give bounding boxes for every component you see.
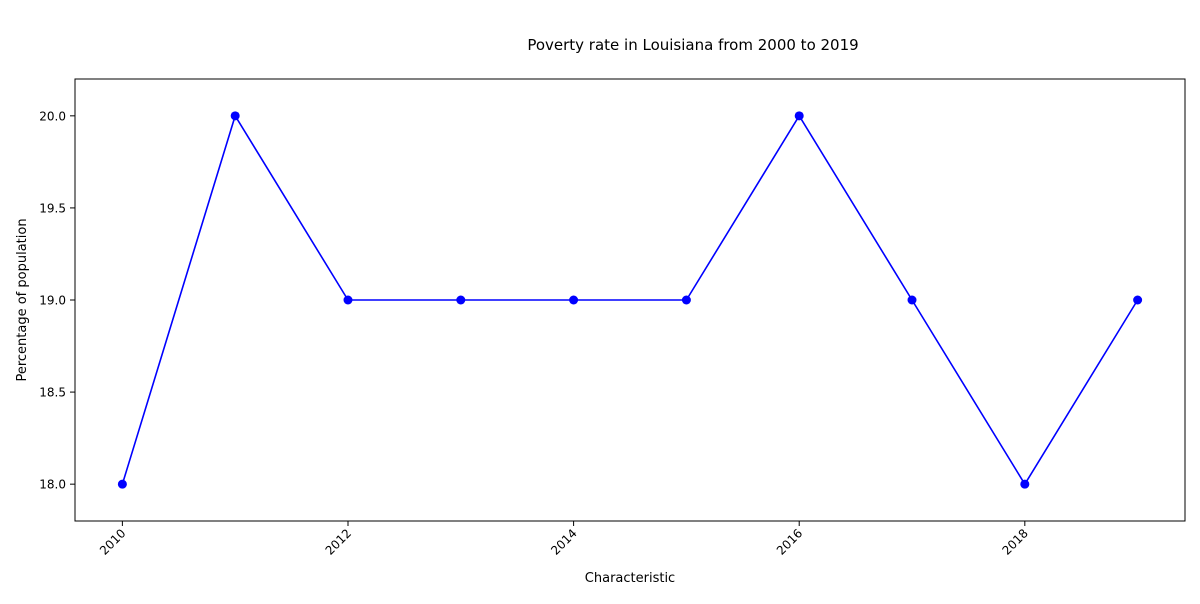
x-tick-label: 2010 [97, 526, 128, 557]
y-tick-label: 19.0 [39, 294, 66, 308]
x-axis: 2010 2012 2014 2016 2018 [97, 521, 1031, 558]
x-tick-label: 2018 [999, 526, 1030, 557]
data-point [569, 295, 579, 305]
y-tick-label: 19.5 [39, 201, 66, 215]
y-tick-label: 20.0 [39, 109, 66, 123]
y-tick-label: 18.0 [39, 478, 66, 492]
x-tick-label: 2012 [323, 526, 354, 557]
data-point [343, 295, 353, 305]
data-point [907, 295, 917, 305]
y-axis: 18.0 18.5 19.0 19.5 20.0 [39, 109, 75, 492]
x-axis-label: Characteristic [585, 571, 675, 586]
data-point [1020, 479, 1030, 489]
data-point [681, 295, 691, 305]
chart-title: Poverty rate in Louisiana from 2000 to 2… [527, 36, 858, 54]
series-layer [117, 111, 1143, 489]
y-tick-label: 18.5 [39, 386, 66, 400]
x-tick-label: 2014 [548, 526, 579, 557]
x-tick-label: 2016 [774, 526, 805, 557]
data-point [456, 295, 466, 305]
data-point [117, 479, 127, 489]
y-axis-label: Percentage of population [15, 218, 30, 381]
data-point [794, 111, 804, 121]
data-point [1133, 295, 1143, 305]
series-line [121, 115, 1139, 485]
data-point [230, 111, 240, 121]
